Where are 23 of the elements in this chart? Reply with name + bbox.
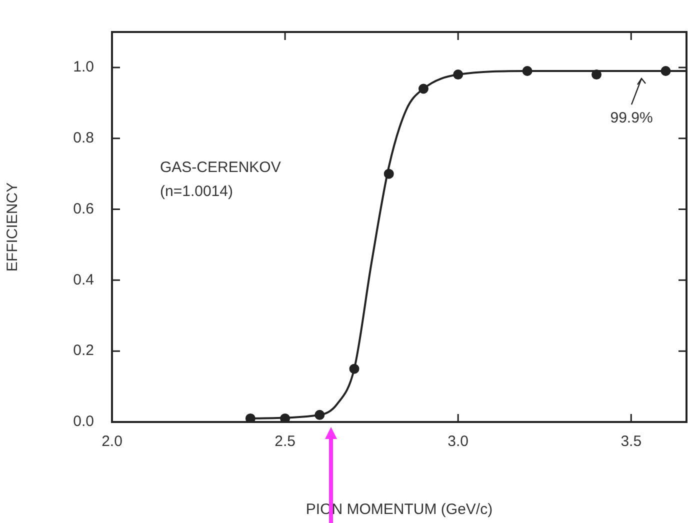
y-tick-label: 0.0 [73,413,94,430]
point [245,413,256,422]
point [418,84,428,94]
point [453,70,464,80]
annotation: GAS-CERENKOV [160,159,281,176]
annotation: 99.9% [610,110,653,127]
point [522,66,532,76]
y-axis-title: EFFICIENCY [4,182,22,272]
y-tick-label: 0.6 [73,200,94,218]
y-tick-label: 0.2 [73,342,94,360]
x-tick-label: 3.5 [620,433,642,450]
point [349,364,360,374]
y-tick-label: 0.8 [73,130,94,147]
point [314,410,325,420]
y-tick-label: 0.4 [73,271,94,288]
annotation: (n=1.0014) [160,183,233,200]
x-tick-label: 2.0 [102,433,122,450]
point [384,168,394,179]
y-tick-label: 1.0 [73,58,94,76]
point [660,66,671,76]
x-tick-label: 2.5 [274,433,296,450]
point [592,70,602,80]
x-tick-label: 3.0 [448,433,469,450]
